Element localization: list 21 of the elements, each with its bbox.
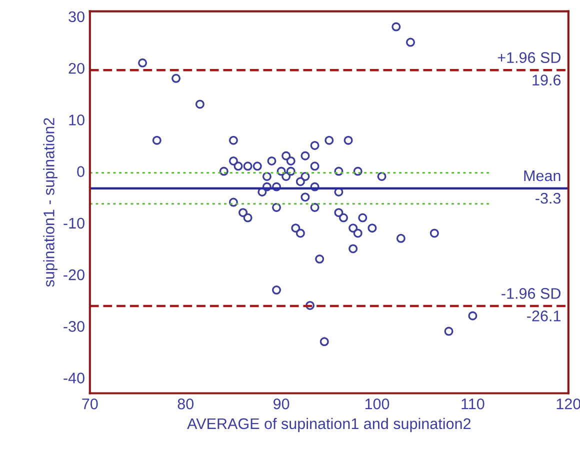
- x-tick-label: 70: [82, 398, 98, 410]
- x-axis-title: AVERAGE of supination1 and supination2: [187, 418, 471, 432]
- y-tick-label: -20: [64, 269, 84, 280]
- x-tick-label: 100: [365, 398, 390, 410]
- y-tick-label: 10: [69, 114, 84, 126]
- annotation: -26.1: [527, 310, 560, 322]
- y-tick-label: 20: [68, 62, 84, 74]
- ref-line-label: -1.96 SD: [502, 288, 560, 299]
- x-tick-label: 90: [274, 398, 290, 410]
- x-tick-label: 80: [178, 398, 194, 410]
- annotation: 19.6: [532, 74, 561, 86]
- x-tick-label: 110: [462, 398, 484, 410]
- y-tick-label: 0: [77, 166, 84, 177]
- y-tick-label: 30: [68, 11, 84, 22]
- y-tick-label: -30: [64, 321, 84, 332]
- annotation: -3.3: [536, 192, 561, 204]
- y-axis-title: supination1 - supination2: [43, 118, 58, 287]
- ref-line-label: +1.96 SD: [498, 52, 560, 63]
- y-tick-label: -40: [64, 372, 84, 384]
- ref-line-label: Mean: [524, 170, 560, 182]
- y-tick-label: -10: [64, 218, 84, 229]
